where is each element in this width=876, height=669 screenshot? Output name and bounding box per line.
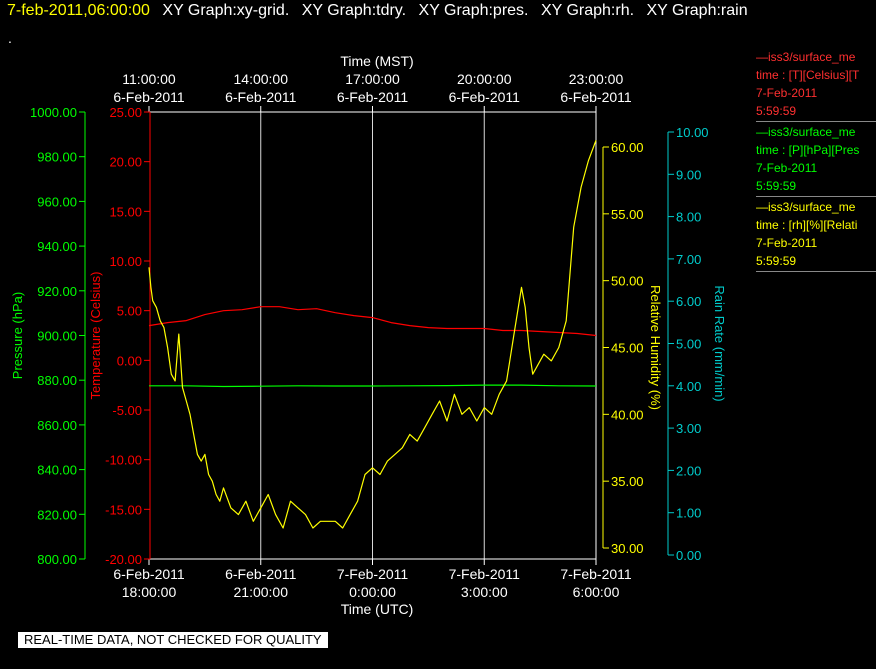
- temperature-axis-tick-label: 0.00: [117, 353, 142, 368]
- bottom-axis-tick-label: 21:00:00: [234, 584, 289, 600]
- legend-series-name: —iss3/surface_me: [756, 200, 856, 214]
- top-axis-tick-date: 6-Feb-2011: [113, 89, 185, 105]
- pressure-axis-tick-label: 940.00: [37, 239, 77, 254]
- series-line-temperature: [148, 306, 597, 337]
- rh-axis-tick-label: 30.00: [611, 541, 644, 556]
- rh-axis-tick-label: 55.00: [611, 207, 644, 222]
- pressure-axis-tick-label: 860.00: [37, 418, 77, 433]
- series-line-rh: [148, 140, 597, 529]
- temperature-axis-tick-label: -5.00: [112, 403, 142, 418]
- bottom-axis-tick-date: 7-Feb-2011: [449, 566, 521, 582]
- pressure-axis-label: Pressure (hPa): [10, 292, 25, 379]
- legend-entry-rh[interactable]: —iss3/surface_me time : [rh][%][Relati 7…: [756, 198, 876, 272]
- top-axis-tick-date: 6-Feb-2011: [337, 89, 409, 105]
- temperature-axis-tick-label: 25.00: [109, 105, 142, 120]
- legend-variable: time : [T][Celsius][T: [756, 68, 860, 82]
- bottom-axis-tick-label: 3:00:00: [461, 584, 508, 600]
- temperature-axis-tick-label: -20.00: [105, 552, 142, 567]
- rh-axis-tick-label: 50.00: [611, 274, 644, 289]
- bottom-axis-tick-date: 6-Feb-2011: [113, 566, 185, 582]
- legend-time: 5:59:59: [756, 179, 797, 193]
- rain-axis-tick-label: 8.00: [676, 210, 701, 225]
- pressure-axis-tick-label: 800.00: [37, 552, 77, 567]
- temperature-axis-label: Temperature (Celsius): [88, 272, 103, 400]
- rain-axis-tick-label: 3.00: [676, 421, 701, 436]
- pressure-axis-tick-label: 840.00: [37, 463, 77, 478]
- window-title-bar: 7-feb-2011,06:00:00 XY Graph:xy-grid. XY…: [7, 2, 748, 20]
- bottom-axis-tick-date: 7-Feb-2011: [337, 566, 409, 582]
- legend-variable: time : [P][hPa][Pres: [756, 143, 860, 157]
- rh-axis-label: Relative Humidity (%): [648, 285, 663, 410]
- legend-series-name: —iss3/surface_me: [756, 125, 856, 139]
- bottom-axis-title: Time (UTC): [341, 601, 414, 617]
- pressure-axis-tick-label: 880.00: [37, 373, 77, 388]
- legend-date: 7-Feb-2011: [756, 86, 818, 100]
- temperature-axis-tick-label: 10.00: [109, 254, 142, 269]
- temperature-axis-tick-label: -15.00: [105, 502, 142, 517]
- top-axis-tick-date: 6-Feb-2011: [560, 89, 632, 105]
- pressure-axis-tick-label: 1000.00: [30, 105, 77, 120]
- temperature-axis-tick-label: 20.00: [109, 155, 142, 170]
- legend-date: 7-Feb-2011: [756, 161, 818, 175]
- graph-name-tdry[interactable]: XY Graph:tdry.: [301, 2, 407, 19]
- graph-name-xy-grid[interactable]: XY Graph:xy-grid.: [162, 2, 290, 19]
- pressure-axis-tick-label: 820.00: [37, 507, 77, 522]
- top-axis-tick-date: 6-Feb-2011: [225, 89, 297, 105]
- rain-axis-label: Rain Rate (mm/min): [712, 285, 727, 401]
- rain-axis-tick-label: 4.00: [676, 379, 701, 394]
- rh-axis-tick-label: 40.00: [611, 407, 644, 422]
- rain-axis-tick-label: 6.00: [676, 294, 701, 309]
- legend-time: 5:59:59: [756, 254, 797, 268]
- pressure-axis-tick-label: 900.00: [37, 329, 77, 344]
- rh-axis-tick-label: 60.00: [611, 140, 644, 155]
- top-axis-tick-label: 11:00:00: [122, 71, 176, 87]
- graph-name-rain[interactable]: XY Graph:rain: [646, 2, 748, 19]
- rh-axis-tick-label: 35.00: [611, 474, 644, 489]
- graph-name-pres[interactable]: XY Graph:pres.: [418, 2, 529, 19]
- graph-name-rh[interactable]: XY Graph:rh.: [540, 2, 635, 19]
- legend-entry-temperature[interactable]: —iss3/surface_me time : [T][Celsius][T 7…: [756, 48, 876, 122]
- legend-date: 7-Feb-2011: [756, 236, 818, 250]
- top-axis-tick-date: 6-Feb-2011: [449, 89, 521, 105]
- bottom-axis-tick-label: 18:00:00: [122, 584, 177, 600]
- title-dot: .: [8, 30, 12, 46]
- top-axis-title: Time (MST): [340, 53, 413, 69]
- rain-axis-tick-label: 0.00: [676, 548, 701, 563]
- legend-entry-pressure[interactable]: —iss3/surface_me time : [P][hPa][Pres 7-…: [756, 123, 876, 197]
- rain-axis-tick-label: 9.00: [676, 167, 701, 182]
- legend: —iss3/surface_me time : [T][Celsius][T 7…: [756, 48, 876, 273]
- top-axis-tick-label: 20:00:00: [457, 71, 512, 87]
- rain-axis-tick-label: 1.00: [676, 506, 701, 521]
- top-axis-tick-label: 17:00:00: [345, 71, 400, 87]
- rain-axis-tick-label: 5.00: [676, 337, 701, 352]
- temperature-axis-tick-label: -10.00: [105, 453, 142, 468]
- bottom-axis-tick-date: 7-Feb-2011: [560, 566, 632, 582]
- rh-axis-tick-label: 45.00: [611, 341, 644, 356]
- title-timestamp: 7-feb-2011,06:00:00: [7, 2, 150, 19]
- bottom-axis-tick-label: 0:00:00: [349, 584, 396, 600]
- legend-time: 5:59:59: [756, 104, 797, 118]
- temperature-axis-tick-label: 15.00: [109, 204, 142, 219]
- quality-warning-banner: REAL-TIME DATA, NOT CHECKED FOR QUALITY: [18, 632, 328, 648]
- bottom-axis-tick-label: 6:00:00: [573, 584, 620, 600]
- pressure-axis-tick-label: 980.00: [37, 150, 77, 165]
- rain-axis-tick-label: 10.00: [676, 125, 709, 140]
- legend-series-name: —iss3/surface_me: [756, 50, 856, 64]
- series-line-pressure: [149, 384, 597, 388]
- top-axis-tick-label: 23:00:00: [569, 71, 624, 87]
- pressure-axis-tick-label: 920.00: [37, 284, 77, 299]
- top-axis-tick-label: 14:00:00: [234, 71, 289, 87]
- legend-variable: time : [rh][%][Relati: [756, 218, 858, 232]
- rain-axis-tick-label: 2.00: [676, 463, 701, 478]
- rain-axis-tick-label: 7.00: [676, 252, 701, 267]
- temperature-axis-tick-label: 5.00: [117, 304, 142, 319]
- pressure-axis-tick-label: 960.00: [37, 194, 77, 209]
- bottom-axis-tick-date: 6-Feb-2011: [225, 566, 297, 582]
